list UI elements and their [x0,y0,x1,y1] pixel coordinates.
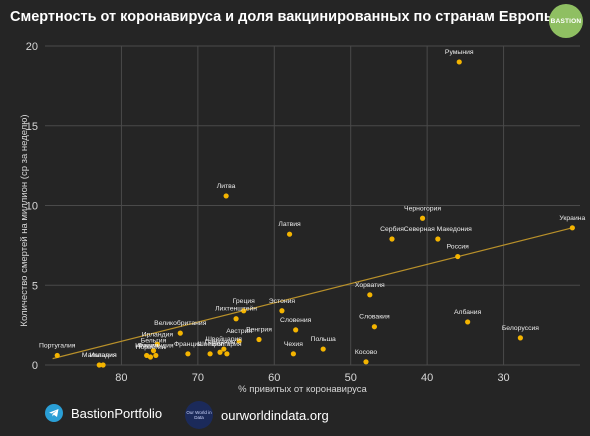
point-label: Словения [280,317,312,324]
data-point [54,352,60,359]
point-label: Португалия [39,342,76,349]
trend-line [52,227,573,360]
x-tick-label: 60 [268,372,280,384]
data-point [241,308,247,314]
data-point [435,236,441,242]
telegram-label: BastionPortfolio [71,405,163,421]
point-label: Италия [135,342,158,349]
data-point [221,346,227,352]
data-point [207,351,213,357]
point-label: Черногория [404,205,441,212]
point-label: Хорватия [355,282,385,289]
telegram-icon [45,404,63,422]
point-label: Испания [90,352,117,359]
x-axis-label: % привитых от коронавируса [238,384,367,395]
owid-logo-icon: Our World in Data [185,401,213,429]
telegram-link[interactable]: BastionPortfolio [45,404,162,422]
data-point [371,324,378,330]
data-point [233,316,239,322]
data-point [465,319,471,325]
y-tick-label: 15 [26,121,38,133]
point-label: Греция [233,298,256,305]
data-point [367,292,373,298]
data-point [569,225,575,231]
data-point [236,338,242,344]
point-label: Словакия [359,314,390,321]
data-point [419,215,426,221]
data-point [279,308,285,314]
point-label: Северная Македония [404,226,472,233]
point-label: Австрия [226,328,252,335]
point-label: Швеция [198,341,223,348]
y-tick-label: 20 [26,41,38,53]
owid-link[interactable]: Our World in Data ourworldindata.org [185,401,329,429]
bastion-logo: BASTION [549,4,583,38]
point-label: Болгария [212,341,242,348]
point-label: Латвия [278,221,301,228]
data-point [150,348,157,354]
x-tick-label: 70 [192,372,204,384]
data-point [185,351,191,357]
point-label: Финляндия [138,342,174,349]
data-point [456,59,462,65]
data-point [153,352,159,359]
data-point [100,362,106,368]
data-point [223,193,229,199]
point-label: Швейцария [206,335,243,343]
point-label: Бельгия [141,338,167,345]
chart-title: Смертность от коронавируса и доля вакцин… [10,9,557,25]
data-point [389,236,395,242]
point-label: Румыния [445,49,474,56]
data-point [293,327,299,333]
point-label: Белоруссия [502,325,539,332]
point-label: Польша [311,336,336,343]
x-tick-label: 30 [497,372,509,384]
point-label: Сербия [380,225,404,233]
data-point [96,362,102,368]
point-label: Ирландия [142,331,174,338]
data-point [256,336,262,343]
data-point [363,359,369,365]
point-label: Албания [454,308,482,316]
data-point [177,330,183,336]
point-label: Норвегия [136,344,166,351]
x-tick-label: 40 [421,372,433,384]
y-axis-label: Количество смертей на миллион (ср за нед… [19,114,30,326]
data-point [290,351,296,357]
data-point [286,231,293,237]
point-label: Лихтенштейн [215,305,257,313]
data-point [455,253,461,260]
data-point [517,335,523,341]
y-tick-label: 5 [32,280,38,292]
point-label: Франция [174,341,202,348]
point-label: Мальтадия [82,352,117,359]
data-point [217,349,223,355]
point-label: Венгрия [246,326,272,333]
point-label: Эстония [269,298,296,305]
point-label: Литва [217,183,236,190]
point-label: Германия [205,339,236,346]
point-label: Великобритания [154,319,207,327]
x-tick-label: 80 [115,372,127,384]
point-label: Чехия [284,341,303,348]
point-label: Украина [559,215,585,222]
data-point [224,351,230,357]
data-point [154,341,160,347]
data-point [320,346,326,352]
y-tick-label: 0 [32,360,38,372]
point-label: Косово [355,349,378,356]
x-tick-label: 50 [345,372,357,384]
data-point [144,352,150,359]
point-label: Россия [447,244,470,251]
logo-text: BASTION [550,17,582,25]
owid-label: ourworldindata.org [221,407,329,423]
y-tick-label: 10 [26,201,38,213]
